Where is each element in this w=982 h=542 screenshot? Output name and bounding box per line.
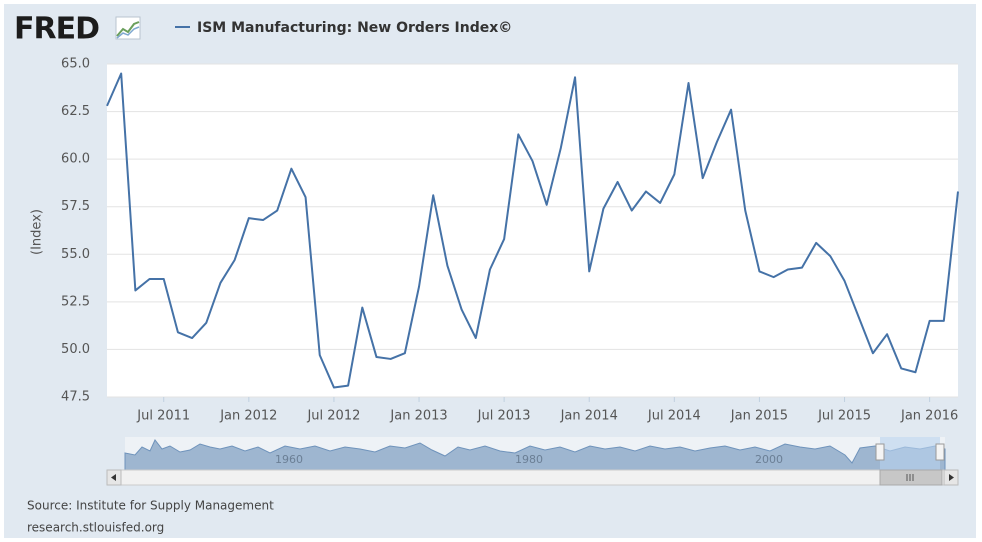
x-tick-label: Jul 2015 xyxy=(817,409,871,424)
x-tick-label: Jan 2015 xyxy=(730,409,788,424)
navigator: 1960 1980 2000 xyxy=(106,437,959,486)
y-tick-label: 55.0 xyxy=(61,247,90,262)
y-tick-label: 65.0 xyxy=(61,57,90,72)
y-axis-title: (Index) xyxy=(30,209,45,255)
navigator-area xyxy=(124,439,946,471)
x-tick-label: Jan 2016 xyxy=(900,409,958,424)
navigator-label: 1980 xyxy=(515,453,543,466)
y-tick-label: 57.5 xyxy=(61,199,90,214)
logo-icon xyxy=(115,16,141,40)
source-note: Source: Institute for Supply Management xyxy=(27,499,274,513)
navigator-selection[interactable] xyxy=(880,437,940,470)
source-url: research.stlouisfed.org xyxy=(27,521,164,535)
y-tick-label: 52.5 xyxy=(61,294,90,309)
navigator-handle[interactable] xyxy=(935,443,945,461)
data-line xyxy=(106,72,959,389)
scrollbar-track[interactable] xyxy=(106,469,959,486)
x-tick-label: Jul 2014 xyxy=(647,409,701,424)
y-tick-label: 60.0 xyxy=(61,152,90,167)
y-tick-label: 47.5 xyxy=(61,390,90,405)
x-tick-label: Jan 2014 xyxy=(560,409,618,424)
navigator-label: 1960 xyxy=(275,453,303,466)
x-tick-label: Jan 2013 xyxy=(389,409,447,424)
x-tick-label: Jul 2012 xyxy=(306,409,360,424)
x-tick-label: Jul 2013 xyxy=(477,409,531,424)
navigator-label: 2000 xyxy=(755,453,783,466)
y-tick-label: 50.0 xyxy=(61,342,90,357)
scrollbar-grip xyxy=(906,474,914,481)
scroll-left-arrow xyxy=(111,474,116,481)
plot-area xyxy=(107,64,958,397)
logo: FRED xyxy=(14,12,99,47)
x-tick-label: Jul 2011 xyxy=(136,409,190,424)
scrollbar-thumb[interactable] xyxy=(879,469,943,486)
y-tick-label: 62.5 xyxy=(61,104,90,119)
x-tick-label: Jan 2012 xyxy=(219,409,277,424)
scroll-right-arrow xyxy=(949,474,954,481)
legend-label: ISM Manufacturing: New Orders Index© xyxy=(197,20,512,36)
navigator-handle[interactable] xyxy=(875,443,885,461)
